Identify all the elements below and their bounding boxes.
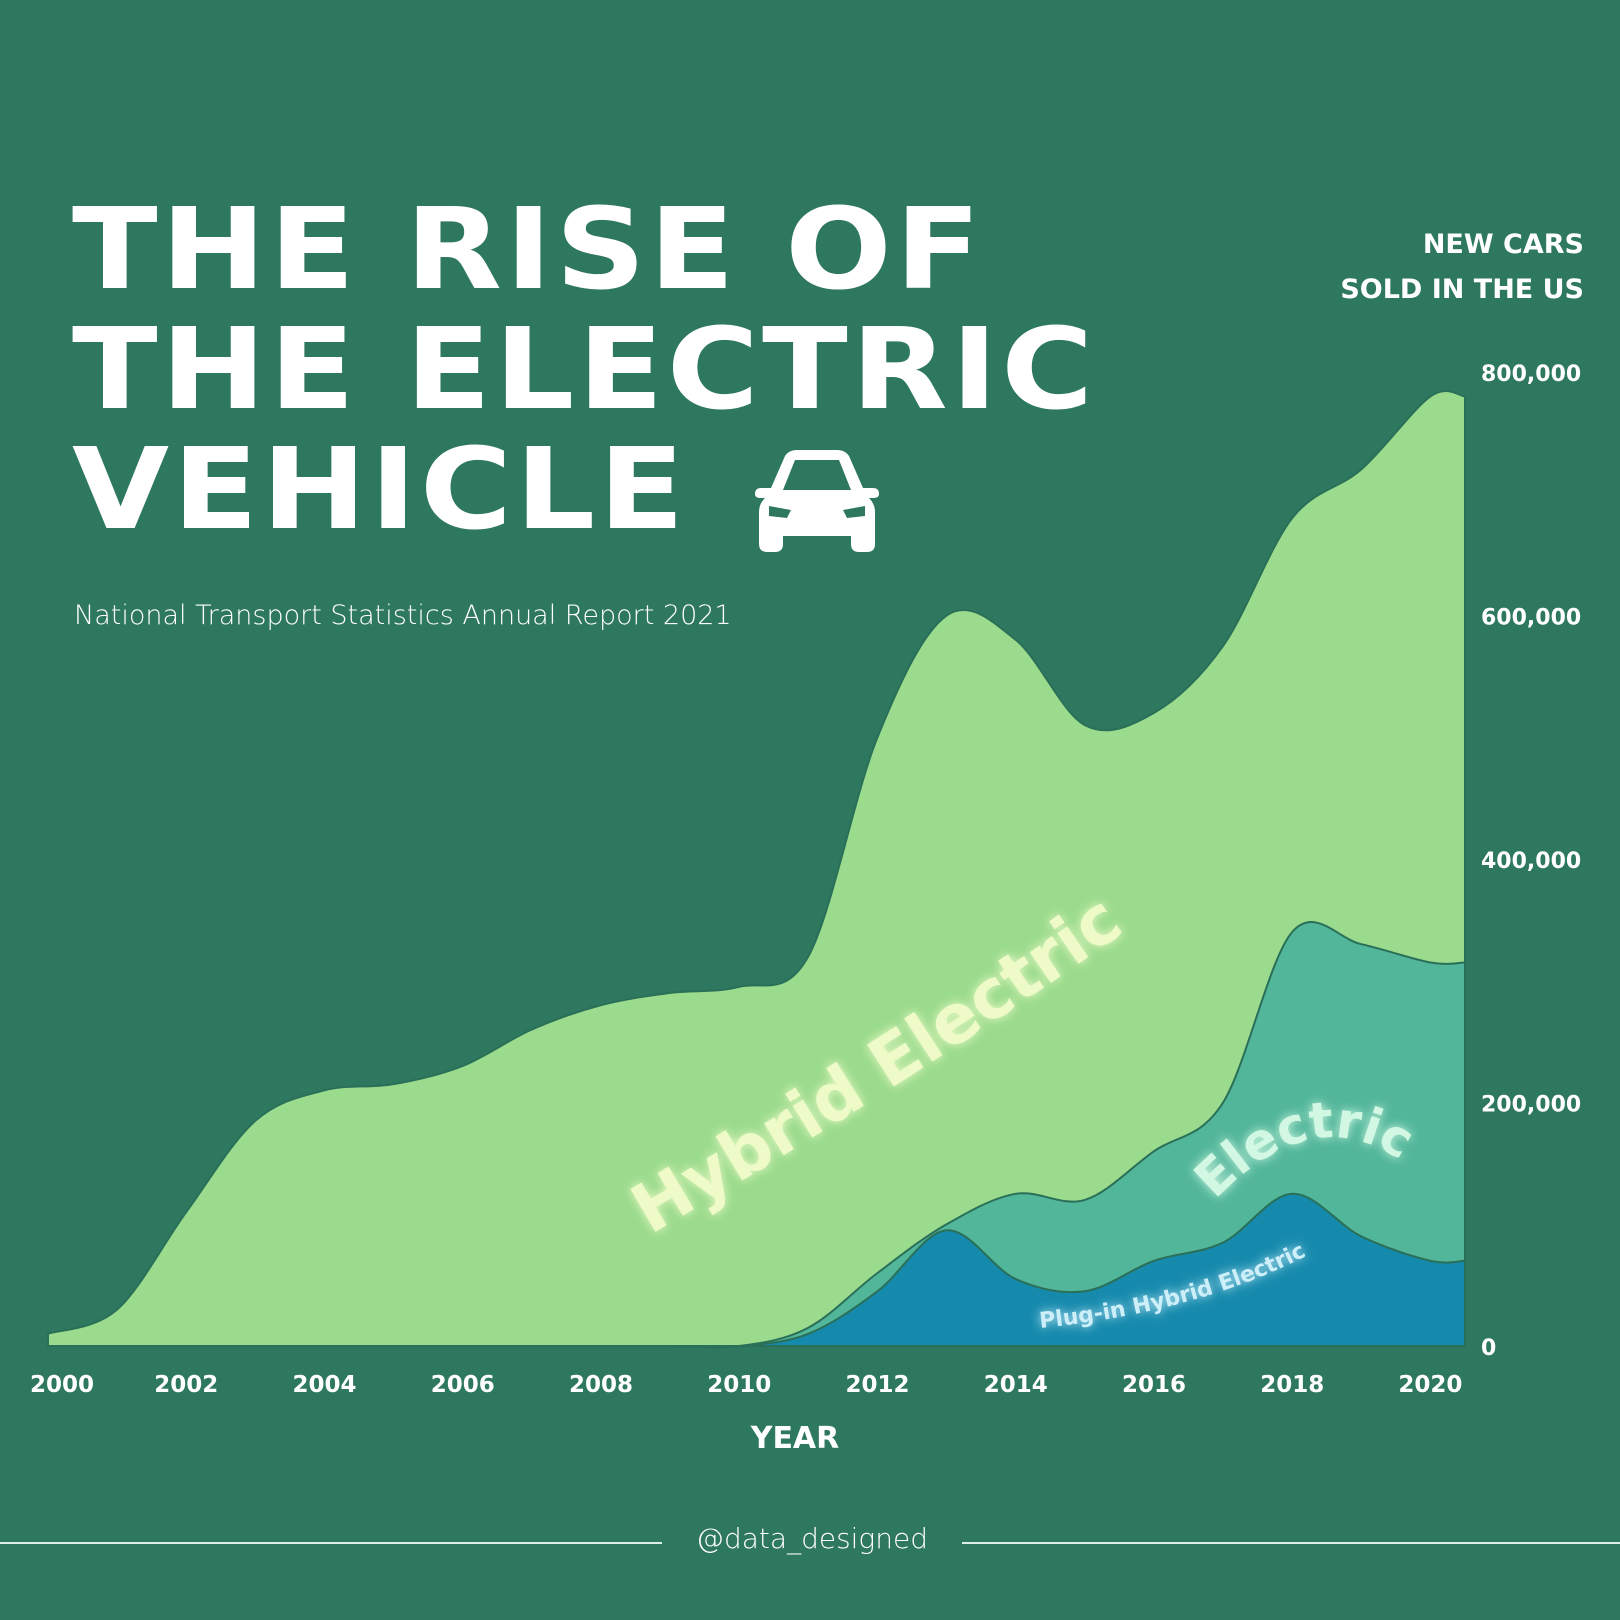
subtitle: National Transport Statistics Annual Rep… (74, 600, 732, 631)
y-tick-label: 200,000 (1481, 1093, 1581, 1118)
y-axis-title-line-2: SOLD IN THE US (1340, 274, 1584, 305)
x-axis-title: YEAR (750, 1421, 840, 1456)
footer-rule-left (0, 1542, 662, 1544)
y-tick-label: 600,000 (1481, 606, 1581, 631)
x-tick-label: 2016 (1122, 1372, 1186, 1398)
author-handle: @data_designed (696, 1522, 928, 1555)
x-tick-label: 2010 (707, 1372, 771, 1398)
x-tick-label: 2004 (292, 1372, 356, 1398)
area-hybrid-electric (47, 390, 1466, 1347)
y-tick-label: 0 (1481, 1336, 1496, 1361)
title-line-3: VEHICLE (72, 425, 688, 555)
x-tick-label: 2002 (154, 1372, 218, 1398)
y-tick-label: 800,000 (1481, 362, 1581, 387)
y-axis: 0 200,000 400,000 600,000 800,000 (1481, 362, 1581, 1361)
y-tick-label: 400,000 (1481, 849, 1581, 874)
x-tick-label: 2020 (1398, 1372, 1462, 1398)
footer-rule-right (962, 1542, 1620, 1544)
y-axis-title-line-1: NEW CARS (1422, 229, 1584, 260)
x-tick-label: 2008 (569, 1372, 633, 1398)
x-tick-label: 2000 (30, 1372, 94, 1398)
x-tick-label: 2018 (1260, 1372, 1324, 1398)
area-layer (47, 390, 1466, 1349)
x-axis: 2000 2002 2004 2006 2008 2010 2012 2014 2016 2018… (30, 1372, 1462, 1398)
y-axis-title: NEW CARS SOLD IN THE US (1340, 222, 1584, 312)
title-line-2: THE ELECTRIC (72, 305, 1097, 435)
x-tick-label: 2014 (984, 1372, 1048, 1398)
x-tick-label: 2006 (431, 1372, 495, 1398)
car-icon (755, 450, 879, 556)
area-plugin-hybrid-electric (48, 1192, 1466, 1348)
x-tick-label: 2012 (845, 1372, 909, 1398)
title-line-1: THE RISE OF (72, 185, 985, 315)
page-title: THE RISE OF THE ELECTRIC VEHICLE (72, 190, 1096, 550)
